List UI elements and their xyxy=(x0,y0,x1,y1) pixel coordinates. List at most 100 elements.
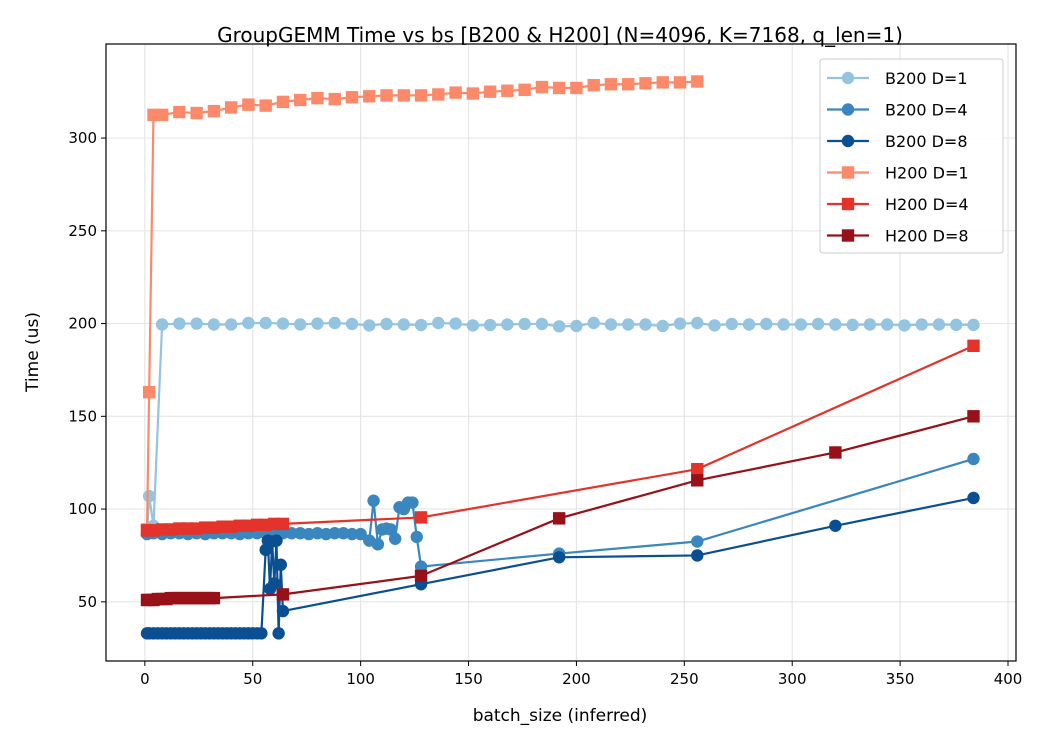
data-point-h200-d-1 xyxy=(483,85,497,98)
data-point-b200-d-8 xyxy=(255,627,268,640)
data-point-b200-d-8 xyxy=(829,519,842,532)
data-point-b200-d-1 xyxy=(570,319,583,333)
y-tick-label: 250 xyxy=(68,222,97,240)
data-point-h200-d-1 xyxy=(259,99,272,112)
x-tick-label: 400 xyxy=(994,670,1023,688)
legend-box xyxy=(819,58,1004,254)
data-point-b200-d-1 xyxy=(673,317,687,330)
chart-title: GroupGEMM Time vs bs [B200 & H200] (N=40… xyxy=(217,23,903,47)
legend-item-b200-d-4: B200 D=4 xyxy=(827,101,968,120)
x-tick-label: 200 xyxy=(562,670,591,688)
y-tick-label: 100 xyxy=(68,500,97,518)
data-point-b200-d-1 xyxy=(155,318,169,331)
data-point-b200-d-1 xyxy=(552,320,566,333)
data-point-b200-d-1 xyxy=(242,316,255,330)
data-point-b200-d-8 xyxy=(276,604,290,618)
x-tick-label: 250 xyxy=(670,670,699,688)
x-tick-label: 300 xyxy=(778,670,807,688)
data-point-b200-d-1 xyxy=(587,316,600,330)
legend-marker xyxy=(841,71,855,85)
data-point-h200-d-1 xyxy=(466,87,480,100)
data-point-b200-d-8 xyxy=(274,558,287,571)
legend-label: H200 D=8 xyxy=(885,227,969,246)
data-point-h200-d-8 xyxy=(276,588,290,601)
legend-label: H200 D=1 xyxy=(885,164,969,183)
data-point-h200-d-1 xyxy=(691,75,704,88)
x-tick-label: 100 xyxy=(346,670,375,688)
legend-item-h200-d-8: H200 D=8 xyxy=(827,227,969,246)
legend-item-b200-d-8: B200 D=8 xyxy=(827,132,968,151)
y-tick-label: 200 xyxy=(68,315,97,333)
data-point-b200-d-1 xyxy=(449,317,462,330)
data-point-b200-d-4 xyxy=(354,527,367,541)
legend-label: B200 D=8 xyxy=(885,132,968,151)
legend-label: B200 D=1 xyxy=(885,69,968,88)
data-point-h200-d-1 xyxy=(207,104,221,118)
data-point-b200-d-1 xyxy=(518,317,531,331)
data-point-b200-d-1 xyxy=(604,318,618,331)
data-point-h200-d-1 xyxy=(380,89,393,102)
data-point-h200-d-1 xyxy=(604,78,618,91)
data-point-h200-d-4 xyxy=(967,339,980,353)
data-point-h200-d-1 xyxy=(518,83,531,97)
data-point-h200-d-1 xyxy=(587,78,600,92)
data-point-h200-d-1 xyxy=(276,95,290,109)
data-point-b200-d-1 xyxy=(207,318,221,331)
data-point-b200-d-1 xyxy=(328,316,341,330)
data-point-b200-d-1 xyxy=(777,318,790,331)
data-point-b200-d-1 xyxy=(950,318,963,332)
data-point-b200-d-8 xyxy=(967,491,980,505)
legend: B200 D=1 B200 D=4 B200 D=8 H200 D=1 H200 D=4… xyxy=(819,58,1004,254)
data-point-b200-d-1 xyxy=(294,318,307,331)
data-point-h200-d-1 xyxy=(656,76,669,89)
y-tick-label: 150 xyxy=(68,407,97,425)
data-point-b200-d-1 xyxy=(501,318,514,331)
data-point-b200-d-1 xyxy=(691,316,704,330)
legend-marker xyxy=(841,103,855,116)
data-point-b200-d-1 xyxy=(932,318,946,331)
legend-item-b200-d-1: B200 D=1 xyxy=(827,69,968,88)
y-axis-label: Time (us) xyxy=(23,312,43,393)
data-point-b200-d-1 xyxy=(432,316,445,330)
data-point-h200-d-1 xyxy=(142,385,156,399)
data-point-b200-d-1 xyxy=(142,489,156,503)
data-point-b200-d-4 xyxy=(328,526,341,540)
legend-label: H200 D=4 xyxy=(885,195,969,214)
data-point-h200-d-8 xyxy=(691,474,704,487)
data-point-b200-d-4 xyxy=(384,523,398,536)
data-point-h200-d-1 xyxy=(432,88,445,101)
data-point-h200-d-4 xyxy=(691,462,704,476)
ticks: 0 50 100 150 200 250 300 350 400 50 100 150 200 250 30… xyxy=(68,129,1022,688)
data-point-h200-d-8 xyxy=(207,591,221,605)
data-point-h200-d-8 xyxy=(967,410,980,423)
data-point-b200-d-8 xyxy=(691,549,704,562)
data-point-b200-d-8 xyxy=(268,577,281,590)
data-point-h200-d-8 xyxy=(829,446,842,459)
data-point-b200-d-4 xyxy=(410,530,423,544)
data-point-b200-d-1 xyxy=(794,318,808,331)
series-b200-d-8 xyxy=(140,491,980,640)
data-point-b200-d-1 xyxy=(535,317,549,331)
data-point-h200-d-1 xyxy=(224,101,238,114)
data-point-b200-d-4 xyxy=(691,535,704,548)
data-point-b200-d-1 xyxy=(811,317,825,331)
data-point-h200-d-1 xyxy=(294,93,307,107)
data-point-b200-d-1 xyxy=(380,317,393,331)
data-point-b200-d-1 xyxy=(725,317,739,331)
data-point-b200-d-1 xyxy=(224,318,238,331)
data-point-b200-d-1 xyxy=(829,318,842,331)
data-point-b200-d-4 xyxy=(967,452,980,466)
x-tick-label: 350 xyxy=(886,670,915,688)
data-point-b200-d-1 xyxy=(622,318,635,331)
data-point-b200-d-1 xyxy=(708,319,721,332)
data-point-h200-d-8 xyxy=(552,512,566,525)
legend-label: B200 D=4 xyxy=(885,101,968,120)
data-point-h200-d-1 xyxy=(311,91,324,105)
data-point-b200-d-4 xyxy=(371,538,385,551)
legend-marker xyxy=(841,166,855,179)
data-point-b200-d-1 xyxy=(311,317,324,330)
legend-marker xyxy=(841,197,855,211)
legend-marker xyxy=(841,134,855,148)
data-point-b200-d-1 xyxy=(276,317,290,330)
